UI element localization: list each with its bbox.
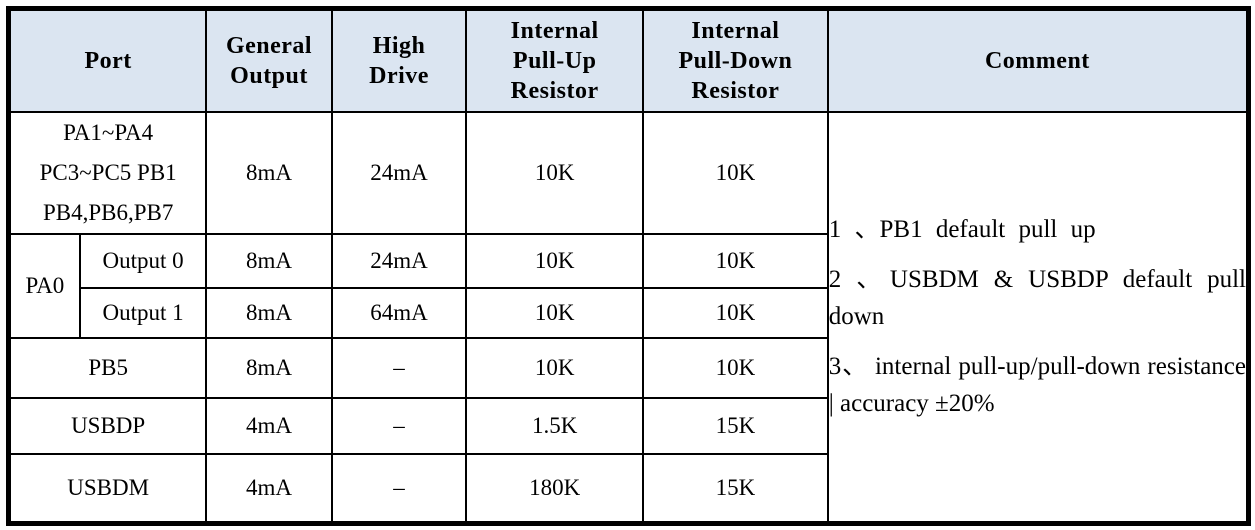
cell-pull-down: 10K — [642, 337, 829, 399]
cell-pull-down: 10K — [642, 286, 829, 340]
cell-general-output: 4mA — [205, 452, 333, 525]
cell-high-drive: 64mA — [330, 286, 468, 340]
header-general-output: General Output — [205, 7, 333, 113]
cell-high-drive: 24mA — [330, 233, 468, 289]
cell-pull-up: 1.5K — [465, 396, 645, 455]
cell-port-usbdp: USBDP — [7, 396, 208, 455]
cell-general-output: 8mA — [205, 337, 333, 399]
cell-pull-down: 15K — [642, 396, 829, 455]
cell-pull-up: 10K — [465, 337, 645, 399]
comment-line-3: 3、 internal pull-up/pull-down resistance… — [828, 352, 1246, 418]
header-pull-up-resistor: Internal Pull-Up Resistor — [465, 7, 645, 113]
table-row-pb5: PB5 8mA – 10K 10K — [7, 337, 1249, 399]
header-pull-down-line3: Resistor — [691, 77, 780, 104]
cell-pull-up: 10K — [465, 233, 645, 289]
header-general-output-line2: Output — [230, 62, 308, 89]
comment-line-2: 2 、USBDM & USBDP default pull down — [828, 265, 1246, 331]
cell-port-pb5: PB5 — [7, 337, 208, 399]
cell-general-output: 8mA — [205, 286, 333, 340]
header-row: Port General Output High Drive Internal … — [7, 7, 1250, 113]
header-comment: Comment — [826, 7, 1250, 113]
port-line-1: PA1~PA4 — [63, 119, 154, 145]
table-row-pa-group: PA1~PA4 PC3~PC5 PB1 PB4,PB6,PB7 8mA 24mA… — [7, 110, 1250, 525]
cell-pull-down: 10K — [642, 233, 829, 289]
header-comment-label: Comment — [984, 47, 1090, 74]
cell-port-pa-group: PA1~PA4 PC3~PC5 PB1 PB4,PB6,PB7 — [7, 110, 208, 236]
header-pull-down-resistor: Internal Pull-Down Resistor — [642, 7, 829, 113]
cell-port-pa0: PA0 — [7, 233, 81, 340]
header-pull-up-line3: Resistor — [510, 77, 599, 104]
cell-port-mode-output1: Output 1 — [78, 286, 208, 340]
header-port: Port — [7, 7, 208, 113]
cell-high-drive: – — [330, 396, 468, 455]
cell-high-drive: – — [330, 452, 468, 525]
cell-comment: 1 、PB1 default pull up 2 、USBDM & USBDP … — [826, 110, 1250, 525]
header-high-drive-line1: High — [372, 32, 426, 59]
header-pull-up-line2: Pull-Up — [512, 47, 597, 74]
header-high-drive-line2: Drive — [369, 62, 429, 89]
header-port-label: Port — [84, 47, 132, 74]
header-pull-down-line2: Pull-Down — [678, 47, 793, 74]
cell-pull-down: 15K — [642, 452, 829, 525]
header-general-output-line1: General — [225, 32, 313, 59]
cell-port-usbdm: USBDM — [7, 452, 208, 525]
header-pull-down-line1: Internal — [691, 17, 780, 44]
cell-general-output: 8mA — [205, 233, 333, 289]
header-pull-up-line1: Internal — [510, 17, 599, 44]
table-row-usbdm: USBDM 4mA – 180K 15K — [7, 452, 1249, 525]
cell-pull-down: 10K — [642, 110, 829, 236]
cell-high-drive: 24mA — [330, 110, 468, 236]
header-high-drive: High Drive — [330, 7, 468, 113]
cell-pull-up: 180K — [465, 452, 645, 525]
cell-high-drive: – — [330, 337, 468, 399]
cell-general-output: 8mA — [205, 110, 333, 236]
cell-pull-up: 10K — [465, 110, 645, 236]
cell-general-output: 4mA — [205, 396, 333, 455]
cell-pull-up: 10K — [465, 286, 645, 340]
table-row-pa0-output0: PA0 Output 0 8mA 24mA 10K 10K — [7, 233, 1249, 340]
comment-line-1: 1 、PB1 default pull up — [828, 216, 1096, 243]
port-drive-spec-table: Port General Output High Drive Internal … — [6, 6, 1251, 526]
table-row-pa0-output1: Output 1 8mA 64mA 10K 10K — [9, 286, 1249, 340]
port-line-3: PB4,PB6,PB7 — [42, 199, 174, 225]
cell-port-mode-output0: Output 0 — [78, 233, 208, 289]
port-line-2: PC3~PC5 PB1 — [39, 159, 177, 185]
table-row-usbdp: USBDP 4mA – 1.5K 15K — [7, 396, 1249, 455]
